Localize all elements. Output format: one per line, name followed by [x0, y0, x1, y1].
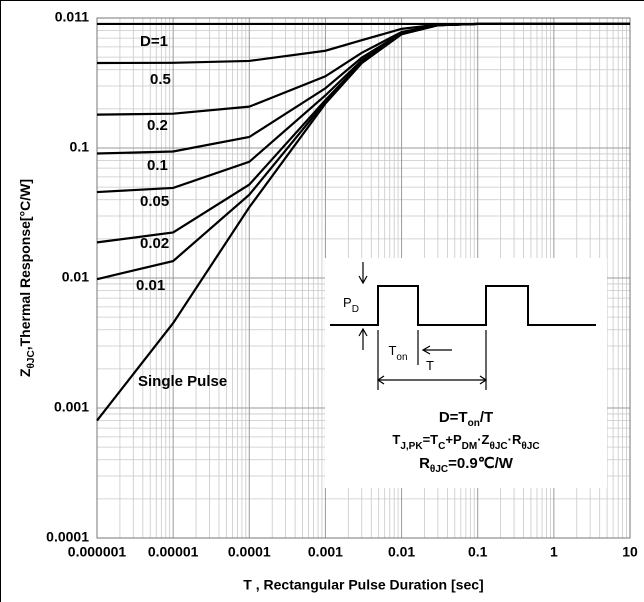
text-part: =T: [423, 432, 439, 447]
text-part: T: [392, 432, 400, 447]
y-tick-label: 0.01: [62, 269, 89, 285]
text-part: P: [343, 295, 352, 310]
series-label: Single Pulse: [138, 373, 227, 390]
x-tick-label: 1: [550, 544, 558, 560]
x-tick-label: 0.00001: [148, 544, 199, 560]
y-tick-label: 0.0001: [46, 529, 89, 545]
subscript: θJC: [489, 441, 507, 452]
inset-text: PD: [343, 295, 359, 315]
text-part: +P: [445, 432, 462, 447]
inset-text: D=Ton/T: [439, 409, 493, 429]
text-part: ·Z: [477, 432, 489, 447]
series-label: 0.02: [140, 235, 169, 252]
text-part: R: [419, 455, 430, 472]
text-part: T: [388, 343, 396, 358]
inset-text: TJ,PK=TC+PDM·ZθJC·RθJC: [392, 432, 539, 452]
x-tick-label: 0.0001: [228, 544, 271, 560]
y-tick-label: 0.001: [54, 399, 89, 415]
series-label: 0.5: [150, 71, 171, 88]
inset: [325, 258, 607, 488]
series-label: 0.2: [147, 117, 168, 134]
text-part: /T: [480, 409, 493, 426]
arrows: [358, 262, 488, 390]
inset-text: Ton: [388, 343, 407, 363]
text-part: ·R: [508, 432, 522, 447]
x-tick-label: 0.1: [468, 544, 488, 560]
y-tick-label: 0.011: [55, 9, 89, 25]
subscript: on: [468, 418, 480, 429]
inset-box: [325, 258, 607, 488]
plot-frame: [96, 17, 631, 539]
x-tick-label: 0.001: [308, 544, 343, 560]
x-tick-label: 0.000001: [68, 544, 127, 560]
subscript: θJC: [26, 350, 37, 368]
series-label: 0.01: [136, 277, 165, 294]
y-tick-label: 0.1: [70, 139, 90, 155]
text-part: ,Thermal Response[°C/W]: [17, 179, 33, 350]
subscript: DM: [462, 441, 478, 452]
y-axis-label: ZθJC,Thermal Response[°C/W]: [17, 179, 37, 377]
text-part: T: [426, 358, 434, 373]
subscript: J,PK: [400, 441, 423, 452]
subscript: θJC: [521, 441, 539, 452]
text-part: Z: [17, 368, 33, 377]
subscript: θJC: [430, 464, 448, 475]
inset-text: T: [426, 358, 434, 373]
x-tick-label: 10: [622, 544, 638, 560]
labels: 0.000001 0.00001 0.0001 0.001 0.01 0.1 1 10 0.00…: [17, 9, 638, 593]
subscript: C: [438, 441, 445, 452]
x-tick-label: 0.01: [388, 544, 415, 560]
text-part: =0.9℃/W: [448, 455, 514, 472]
lines: [96, 22, 630, 422]
series-label: 0.1: [147, 157, 168, 174]
series-label: 0.05: [140, 193, 169, 210]
inset-text: RθJC=0.9℃/W: [419, 455, 514, 475]
series-line: [96, 22, 630, 422]
subscript: D: [352, 304, 359, 315]
subscript: on: [396, 352, 407, 363]
text-part: D=T: [439, 409, 468, 426]
x-axis-label: T , Rectangular Pulse Duration [sec]: [243, 577, 483, 593]
series-label: D=1: [140, 33, 168, 50]
waveform: [330, 285, 596, 326]
